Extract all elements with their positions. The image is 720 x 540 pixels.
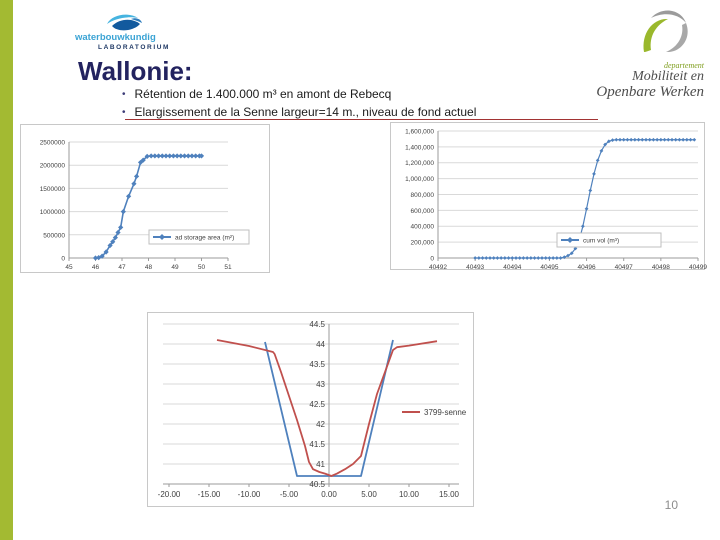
waterbouwkundig-text: waterbouwkundig [75, 32, 156, 43]
svg-text:0.00: 0.00 [321, 490, 337, 499]
svg-text:400,000: 400,000 [411, 224, 435, 231]
svg-text:40498: 40498 [652, 264, 670, 271]
svg-text:15.00: 15.00 [439, 490, 460, 499]
svg-text:40495: 40495 [540, 264, 558, 271]
departement-text: departement [664, 61, 704, 70]
cum-vol-plot: 0 200,000 400,000 600,000 800,000 1,000,000 1,… [405, 128, 707, 271]
mow-pinwheel-icon [643, 10, 688, 53]
svg-text:49: 49 [171, 264, 179, 271]
svg-text:800,000: 800,000 [411, 192, 435, 199]
svg-text:51: 51 [224, 264, 232, 271]
storage-area-plot: 0 500000 1000000 1500000 2000000 2500000 45 46 4… [40, 139, 250, 271]
chart-cross-section: 40.5 41 41.5 42 42.5 43 43.5 44 44.5 -20.00 -15.00… [147, 312, 474, 507]
svg-text:1,200,000: 1,200,000 [405, 160, 434, 167]
svg-text:48: 48 [145, 264, 153, 271]
svg-text:40499: 40499 [689, 264, 707, 271]
svg-text:42.5: 42.5 [309, 400, 325, 409]
svg-text:40496: 40496 [578, 264, 596, 271]
chart-cumulative-volume: 0 200,000 400,000 600,000 800,000 1,000,000 1,… [390, 122, 707, 271]
svg-text:43: 43 [316, 380, 325, 389]
laboratorium-text: LABORATORIUM [98, 44, 171, 51]
svg-text:45: 45 [65, 264, 73, 271]
bullet-list: Rétention de 1.400.000 m³ en amont de Re… [122, 86, 477, 122]
svg-text:2000000: 2000000 [40, 163, 66, 170]
svg-text:-20.00: -20.00 [158, 490, 181, 499]
svg-text:cum vol (m³): cum vol (m³) [583, 237, 619, 244]
cross-section-plot: 40.5 41 41.5 42 42.5 43 43.5 44 44.5 -20.00 -15.00… [158, 320, 467, 499]
waterbouwkundig-bird-icon [107, 14, 142, 31]
mobiliteit-text: Mobiliteit en [632, 69, 704, 84]
svg-text:40493: 40493 [466, 264, 484, 271]
svg-text:600,000: 600,000 [411, 208, 435, 215]
svg-text:200,000: 200,000 [411, 240, 435, 247]
departement-mow-logo: departement Mobiliteit en Openbare Werke… [564, 6, 704, 100]
svg-text:1500000: 1500000 [40, 186, 66, 193]
svg-text:10.00: 10.00 [399, 490, 420, 499]
svg-text:2500000: 2500000 [40, 139, 66, 146]
svg-text:44.5: 44.5 [309, 320, 325, 329]
svg-text:40.5: 40.5 [309, 480, 325, 489]
svg-text:50: 50 [198, 264, 206, 271]
bullet-item-elargissement: Elargissement de la Senne largeur=14 m.,… [122, 104, 477, 122]
bullet-item-retention: Rétention de 1.400.000 m³ en amont de Re… [122, 86, 476, 104]
openbare-werken-text: Openbare Werken [596, 84, 704, 100]
svg-text:43.5: 43.5 [309, 360, 325, 369]
svg-text:-5.00: -5.00 [280, 490, 299, 499]
svg-text:1000000: 1000000 [40, 209, 66, 216]
svg-text:-10.00: -10.00 [238, 490, 261, 499]
svg-text:1,600,000: 1,600,000 [405, 128, 434, 135]
svg-text:1,000,000: 1,000,000 [405, 176, 434, 183]
svg-text:ad storage area (m²): ad storage area (m²) [175, 234, 234, 241]
svg-text:46: 46 [92, 264, 100, 271]
svg-text:40492: 40492 [429, 264, 447, 271]
svg-text:3799-senne: 3799-senne [424, 408, 467, 417]
svg-text:1,400,000: 1,400,000 [405, 144, 434, 151]
svg-text:0: 0 [430, 255, 434, 262]
page-number: 10 [664, 498, 678, 512]
svg-text:500000: 500000 [43, 232, 65, 239]
svg-text:40497: 40497 [615, 264, 633, 271]
page-title: Wallonie: [78, 56, 193, 86]
svg-text:41.5: 41.5 [309, 440, 325, 449]
svg-text:41: 41 [316, 460, 325, 469]
svg-text:0: 0 [61, 255, 65, 262]
red-underline-divider [125, 119, 598, 120]
chart-storage-area: 0 500000 1000000 1500000 2000000 2500000 45 46 4… [20, 124, 270, 273]
svg-text:47: 47 [118, 264, 126, 271]
svg-text:-15.00: -15.00 [198, 490, 221, 499]
svg-text:44: 44 [316, 340, 325, 349]
left-accent-bar [0, 0, 13, 540]
svg-text:42: 42 [316, 420, 325, 429]
svg-text:5.00: 5.00 [361, 490, 377, 499]
svg-text:40494: 40494 [503, 264, 521, 271]
